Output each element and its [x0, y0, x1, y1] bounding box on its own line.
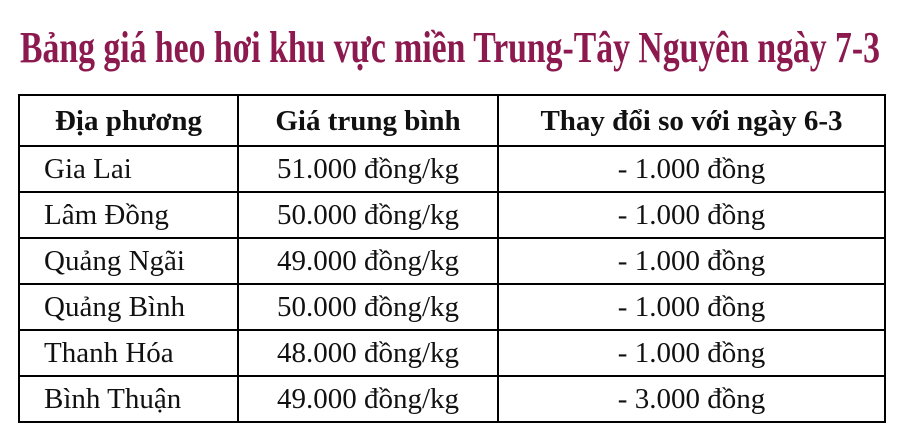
title-area: Bảng giá heo hơi khu vực miền Trung-Tây …	[20, 23, 880, 72]
table-cell: Quảng Bình	[18, 283, 239, 331]
table-row: Thanh Hóa 48.000 đồng/kg - 1.000 đồng	[18, 329, 886, 377]
table-cell: - 1.000 đồng	[497, 145, 886, 193]
table-cell: Bình Thuận	[18, 375, 239, 423]
table-cell: Gia Lai	[18, 145, 239, 193]
table-cell: - 3.000 đồng	[497, 375, 886, 423]
header-row: Địa phương Giá trung bình Thay đổi so với …	[18, 94, 886, 147]
table-cell: 48.000 đồng/kg	[237, 329, 499, 377]
table-cell: - 1.000 đồng	[497, 191, 886, 239]
table-row: Quảng Bình 50.000 đồng/kg - 1.000 đồng	[18, 283, 886, 331]
title: Bảng giá heo hơi khu vực miền Trung-Tây …	[20, 23, 880, 72]
table-cell: 49.000 đồng/kg	[237, 375, 499, 423]
header-cell: Giá trung bình	[237, 94, 499, 147]
table-row: Lâm Đồng 50.000 đồng/kg - 1.000 đồng	[18, 191, 886, 239]
table-cell: 50.000 đồng/kg	[237, 191, 499, 239]
table-cell: 49.000 đồng/kg	[237, 237, 499, 285]
table-cell: Thanh Hóa	[18, 329, 239, 377]
header-cell: Thay đổi so với ngày 6-3	[497, 94, 886, 147]
table-cell: Lâm Đồng	[18, 191, 239, 239]
price-table: Địa phương Giá trung bình Thay đổi so với …	[18, 94, 886, 423]
table-cell: 50.000 đồng/kg	[237, 283, 499, 331]
table-row: Gia Lai 51.000 đồng/kg - 1.000 đồng	[18, 145, 886, 193]
table-cell: Quảng Ngãi	[18, 237, 239, 285]
table-row: Quảng Ngãi 49.000 đồng/kg - 1.000 đồng	[18, 237, 886, 285]
table-body: Gia Lai 51.000 đồng/kg - 1.000 đồng Lâm Đồn…	[18, 145, 886, 423]
table-cell: - 1.000 đồng	[497, 283, 886, 331]
header-cell: Địa phương	[18, 94, 239, 147]
table-cell: - 1.000 đồng	[497, 329, 886, 377]
table-row: Bình Thuận 49.000 đồng/kg - 3.000 đồng	[18, 375, 886, 423]
table-cell: - 1.000 đồng	[497, 237, 886, 285]
table-cell: 51.000 đồng/kg	[237, 145, 499, 193]
